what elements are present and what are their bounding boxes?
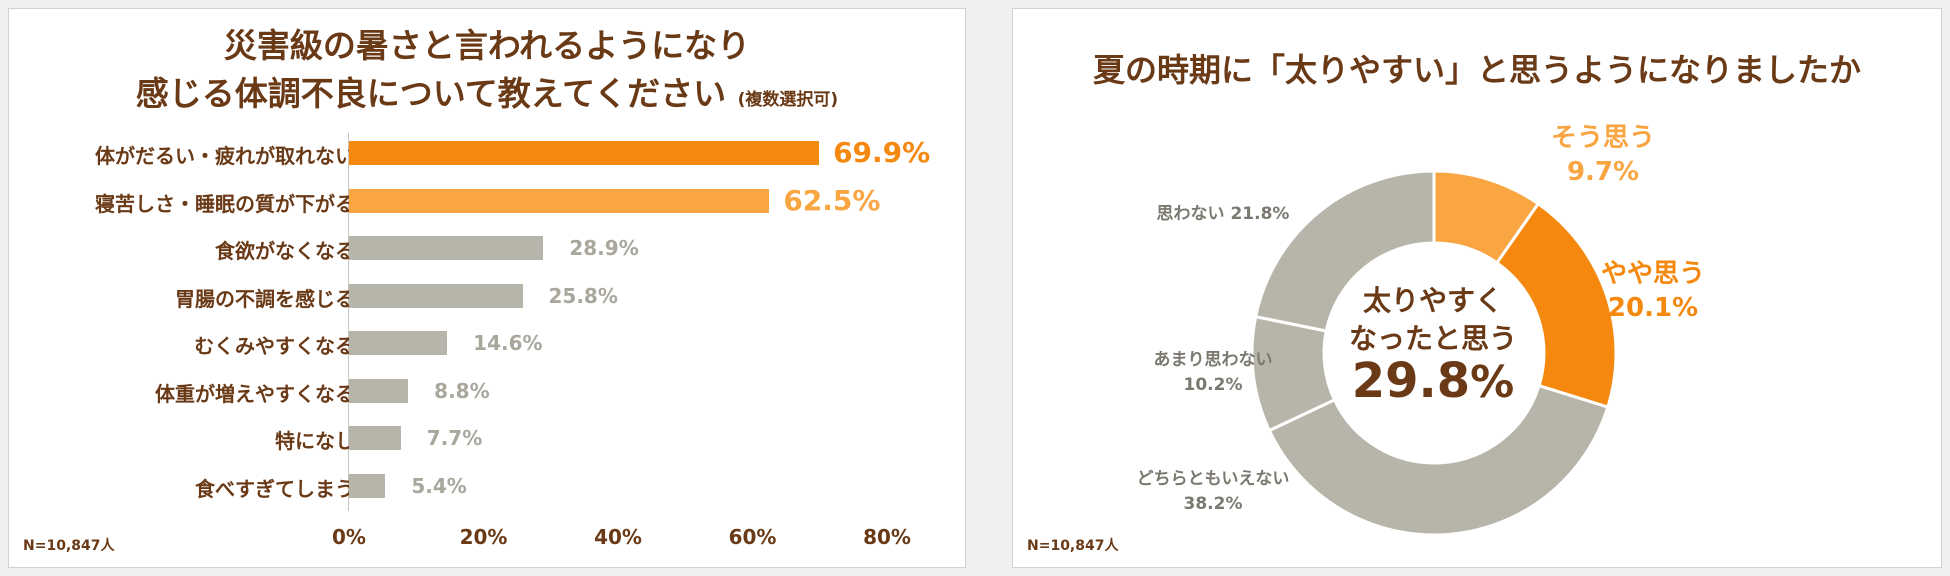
bar-chart-title-note: (複数選択可) bbox=[737, 90, 839, 110]
bar-category-label: 特になし bbox=[275, 429, 355, 453]
bar-value-label: 69.9% bbox=[833, 136, 931, 169]
bar bbox=[349, 331, 448, 355]
donut-center-value-wrap: 29.8% bbox=[1323, 353, 1543, 409]
bar bbox=[349, 188, 770, 213]
bar-chart-title-main: 感じる体調不良について教えてください bbox=[135, 74, 727, 113]
bar-category-label: 食欲がなくなる bbox=[215, 239, 355, 263]
bar bbox=[349, 236, 544, 260]
bar bbox=[349, 426, 401, 450]
donut-center-line1: 太りやすく bbox=[1362, 284, 1503, 317]
bar-chart-title-line1: 災害級の暑さと言われるようになり bbox=[223, 26, 751, 65]
bar bbox=[349, 283, 523, 308]
bar-category-label: 食べすぎてしまう bbox=[195, 476, 355, 501]
bar-category-label: 寝苦しさ・睡眠の質が下がる bbox=[95, 191, 355, 216]
bar-chart-axis-line bbox=[348, 133, 349, 511]
donut-center-value: 29.8 bbox=[1351, 353, 1471, 409]
bar-value-label: 28.9% bbox=[569, 236, 639, 260]
bar-value-label: 8.8% bbox=[434, 378, 490, 403]
x-tick-label: 0% bbox=[332, 525, 366, 549]
donut-slice bbox=[1494, 201, 1618, 409]
bar-category-label: 体がだるい・疲れが取れない bbox=[95, 144, 355, 168]
donut-slice-label: どちらともいえない bbox=[1136, 469, 1290, 489]
bar-value-label: 62.5% bbox=[783, 183, 881, 217]
bar-chart-n-label: N=10,847人 bbox=[23, 538, 115, 554]
bar-category-label: むくみやすくなる bbox=[194, 334, 355, 358]
donut-slice-value: 20.1% bbox=[1607, 293, 1699, 323]
bar-value-label: 25.8% bbox=[548, 283, 618, 308]
bar-value-label: 5.4% bbox=[411, 473, 467, 498]
bar-category-label: 体重が増えやすくなる bbox=[155, 381, 355, 406]
donut-slice bbox=[1267, 383, 1610, 537]
x-tick-label: 80% bbox=[863, 525, 911, 549]
donut-chart-n-label: N=10,847人 bbox=[1027, 538, 1119, 554]
donut-slice-value: 10.2% bbox=[1183, 375, 1243, 395]
donut-slice-label: そう思う bbox=[1550, 123, 1655, 153]
x-tick-label: 60% bbox=[728, 525, 777, 549]
donut-center-unit: % bbox=[1470, 357, 1515, 408]
bar-chart-panel: 災害級の暑さと言われるようになり 感じる体調不良について教えてください (複数選… bbox=[8, 8, 966, 568]
donut-chart-title: 夏の時期に「太りやすい」と思うようになりましたか bbox=[1092, 51, 1861, 89]
donut-chart-panel: 夏の時期に「太りやすい」と思うようになりましたか そう思う 9.7% やや思う 20.… bbox=[1012, 8, 1942, 568]
donut-slice bbox=[1253, 169, 1436, 333]
bar-value-label: 14.6% bbox=[473, 331, 543, 355]
donut-chart-svg bbox=[1250, 169, 1618, 537]
donut-slice-label: やや思う bbox=[1600, 259, 1705, 289]
x-tick-label: 40% bbox=[594, 525, 642, 549]
bar bbox=[349, 378, 409, 403]
donut-center-line2: なったと思う bbox=[1348, 322, 1517, 355]
bar bbox=[349, 141, 820, 165]
donut-slice-label: あまり思わない bbox=[1153, 350, 1273, 370]
bar-category-label: 胃腸の不調を感じる bbox=[175, 286, 355, 311]
bar-value-label: 7.7% bbox=[426, 426, 483, 450]
donut-slice-value: 9.7% bbox=[1566, 157, 1640, 187]
donut-slice-label: 思わない 21.8% bbox=[1156, 204, 1290, 224]
bar bbox=[349, 473, 386, 498]
donut-slice-value: 38.2% bbox=[1183, 494, 1243, 514]
bar-chart-title-line2: 感じる体調不良について教えてください (複数選択可) bbox=[9, 67, 965, 115]
x-tick-label: 20% bbox=[459, 525, 508, 549]
